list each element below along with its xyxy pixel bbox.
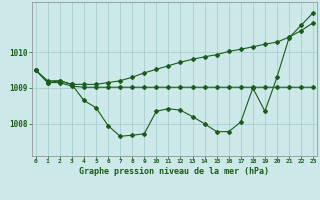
X-axis label: Graphe pression niveau de la mer (hPa): Graphe pression niveau de la mer (hPa) xyxy=(79,167,269,176)
